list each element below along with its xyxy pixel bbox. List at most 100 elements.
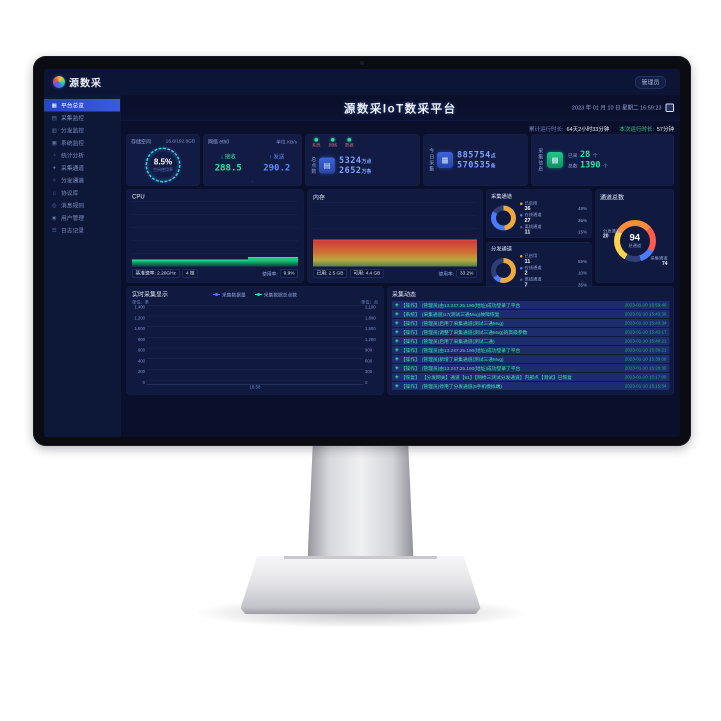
sidebar-item-dispatch-channel[interactable]: ✧ 分发通道	[44, 174, 120, 187]
storage-card: 存储空间 16.6/192.8GB 8.5% 空间使用率	[126, 134, 200, 186]
realtime-title: 实时采集显示	[132, 291, 169, 298]
collect-monitor-icon: ▤	[51, 115, 57, 121]
today-vlabel: 今日采集	[428, 148, 434, 172]
memory-usage-value: 33.2%	[456, 269, 477, 278]
collect-channel-icon: ✦	[51, 165, 57, 171]
legend-item-records[interactable]: 采集数据量	[212, 291, 246, 298]
collect-info-vlabel: 采集信息	[537, 148, 543, 172]
plus-icon: ✚	[395, 347, 399, 353]
log-row[interactable]: ✚ 【操作】 (管理员)由13.247.25.190(地址)成功登录了平台 2023-…	[392, 301, 670, 309]
log-row[interactable]: ✚ 【恢复】 【分发网关】通道【91】【网桥三测试分发通道】内部点【测试】已恢复 20…	[392, 373, 670, 381]
sidebar-item-label: 协议库	[61, 190, 79, 197]
cpu-cores-badge: 4 核	[182, 269, 199, 278]
dashboard: 源数采 管理员 ▦ 平台总览 ▤ 采集监控	[44, 69, 680, 437]
sidebar: ▦ 平台总览 ▤ 采集监控 ▥ 分发监控 ▣ 系	[44, 95, 121, 437]
plus-icon: ✚	[395, 302, 399, 308]
sidebar-item-label: 系统监控	[61, 140, 84, 147]
collected-value: 28	[580, 149, 591, 160]
collect-info-icon: ▩	[547, 152, 563, 168]
plus-icon: ✚	[395, 329, 399, 335]
total-value: 1390	[580, 160, 601, 170]
storage-caption: 空间使用率	[153, 167, 173, 172]
total-points-value-1: 5324	[339, 155, 362, 166]
app-logo-text: 源数采	[69, 77, 102, 89]
sidebar-item-overview[interactable]: ▦ 平台总览	[44, 99, 120, 112]
middle-row: CPU 基准速率: 2.20GHz 4 核 使用率: 9.9%	[126, 189, 674, 291]
admin-button[interactable]: 管理员	[634, 75, 666, 89]
sidebar-item-collect-monitor[interactable]: ▤ 采集监控	[44, 112, 120, 125]
memory-panel: 内存 已用: 2.5 GB 可用: 4.4 GB 使用率: 33.2%	[307, 189, 483, 283]
webcam-dot	[360, 61, 364, 65]
collect-info-card: 采集信息 ▩ 已采 28 个	[531, 134, 674, 186]
dispatch-channel-donut	[491, 258, 516, 284]
sidebar-item-dispatch-monitor[interactable]: ▥ 分发监控	[44, 124, 120, 137]
main-content: 累计运行时长: 64天2小时33分钟 本次运行时长: 57分钟 存储空间	[121, 121, 681, 438]
fullscreen-icon[interactable]	[665, 103, 674, 112]
app-logo-icon	[53, 76, 65, 88]
sidebar-item-label: 采集监控	[61, 115, 84, 122]
green-dot-icon	[331, 138, 335, 142]
tx-value: 290.2	[263, 162, 291, 173]
log-row[interactable]: ✚ 【操作】 (管理员)由13.247.25.190(地址)成功登录了平台 2023-…	[392, 346, 670, 354]
total-points-card: 系统 网络 数据	[305, 134, 420, 186]
collect-channel-donut	[491, 205, 516, 231]
uptime-total-value: 64天2小时33分钟	[566, 126, 610, 133]
memory-title: 内存	[313, 194, 326, 201]
right-axis-ticks: 2,100 1,800 1,500 1,200 900 600 300 0	[365, 304, 376, 385]
network-title: 网络 eth0	[208, 139, 230, 146]
plus-icon: ✚	[395, 338, 399, 344]
statistics-clock-icon: ◔	[52, 152, 56, 159]
legend-item-points[interactable]: 采集数据总点数	[254, 291, 297, 298]
sidebar-item-protocol-lib[interactable]: ⌂ 协议库	[44, 187, 120, 200]
sidebar-item-label: 统计分析	[61, 152, 84, 159]
storage-title: 存储空间	[131, 139, 151, 146]
sidebar-item-user-management[interactable]: ◉ 用户管理	[44, 212, 120, 225]
user-management-icon: ◉	[51, 215, 57, 221]
uptime-total-label: 累计运行时长:	[529, 126, 564, 133]
memory-chart	[313, 202, 477, 267]
screen: 源数采 管理员 ▦ 平台总览 ▤ 采集监控	[44, 69, 680, 437]
collected-label: 已采	[568, 153, 578, 159]
today-points-value: 885754	[457, 149, 491, 160]
green-dot-icon	[314, 138, 318, 142]
activity-title: 采集动态	[392, 291, 417, 298]
uptime-session-label: 本次运行时长:	[619, 126, 654, 133]
plus-icon: ✚	[395, 356, 399, 362]
log-row[interactable]: ✚ 【操作】 (管理员)启用了采集通道(测试三通Mvg) 2023-01-10 15:…	[392, 319, 670, 327]
collect-cube-icon: ▦	[437, 152, 453, 168]
channel-total-ring: 94 总通道	[613, 219, 656, 262]
sidebar-item-label: 平台总览	[61, 102, 84, 109]
x-axis-tick: 16:58	[249, 384, 261, 390]
protocol-lib-icon: ⌂	[52, 189, 56, 196]
sidebar-item-statistics[interactable]: ◔ 统计分析	[44, 149, 120, 162]
cpu-usage-label: 使用率:	[262, 271, 278, 278]
sidebar-item-label: 日志记录	[61, 227, 84, 234]
storage-gauge: 8.5% 空间使用率	[145, 147, 181, 183]
status-dots: 系统 网络 数据	[310, 137, 415, 148]
sidebar-item-system-monitor[interactable]: ▣ 系统监控	[44, 137, 120, 150]
plus-icon: ✚	[395, 320, 399, 326]
log-row[interactable]: ✚ 【操作】 (管理员)停用了分发通道(8手机模拟端) 2023-01-10 15:1…	[392, 382, 670, 390]
channel-total-value: 94	[629, 232, 641, 243]
log-row[interactable]: ✚ 【操作】 (管理员)调整了采集通道(测试三通Mvg)的高级参数 2023-01-1…	[392, 328, 670, 336]
plus-icon: ✚	[395, 365, 399, 371]
sidebar-item-collect-channel[interactable]: ✦ 采集通道	[44, 162, 120, 175]
log-row[interactable]: ✚ 【操作】 (管理员)新增了采集通道(测试三通Mvg) 2023-01-10 15:…	[392, 355, 670, 363]
status-dot-system: 系统	[312, 138, 321, 148]
uptime-session-value: 57分钟	[656, 126, 674, 133]
bottom-row: 实时采集显示 采集数据量 采集数据总点数 单位：条 单位：点	[126, 286, 674, 395]
overview-grid-icon: ▦	[51, 102, 57, 109]
log-row[interactable]: ✚ 【操作】 (管理员)由13.247.25.190(地址)成功登录了平台 2023-…	[392, 364, 670, 372]
total-label: 总数	[568, 163, 578, 170]
sidebar-item-logs[interactable]: ☰ 日志记录	[44, 224, 120, 237]
log-row[interactable]: ✚ 【系统】 (采集通道)17(测试三通Mvg)故障恢复 2023-01-10 15:…	[392, 310, 670, 318]
logs-list-icon: ☰	[51, 227, 57, 234]
rx-value: 288.5	[214, 162, 242, 173]
logo: 源数采	[44, 75, 153, 90]
activity-list: ✚ 【操作】 (管理员)由13.247.25.190(地址)成功登录了平台 2023-…	[392, 301, 670, 391]
stat-cards-row: 存储空间 16.6/192.8GB 8.5% 空间使用率	[126, 134, 674, 186]
log-row[interactable]: ✚ 【操作】 (管理员)启用了采集通道(测试二通) 2023-01-10 15:40:…	[392, 337, 670, 345]
status-dot-data: 数据	[345, 138, 354, 148]
sidebar-item-message-rules[interactable]: ◎ 消息规则	[44, 199, 120, 212]
